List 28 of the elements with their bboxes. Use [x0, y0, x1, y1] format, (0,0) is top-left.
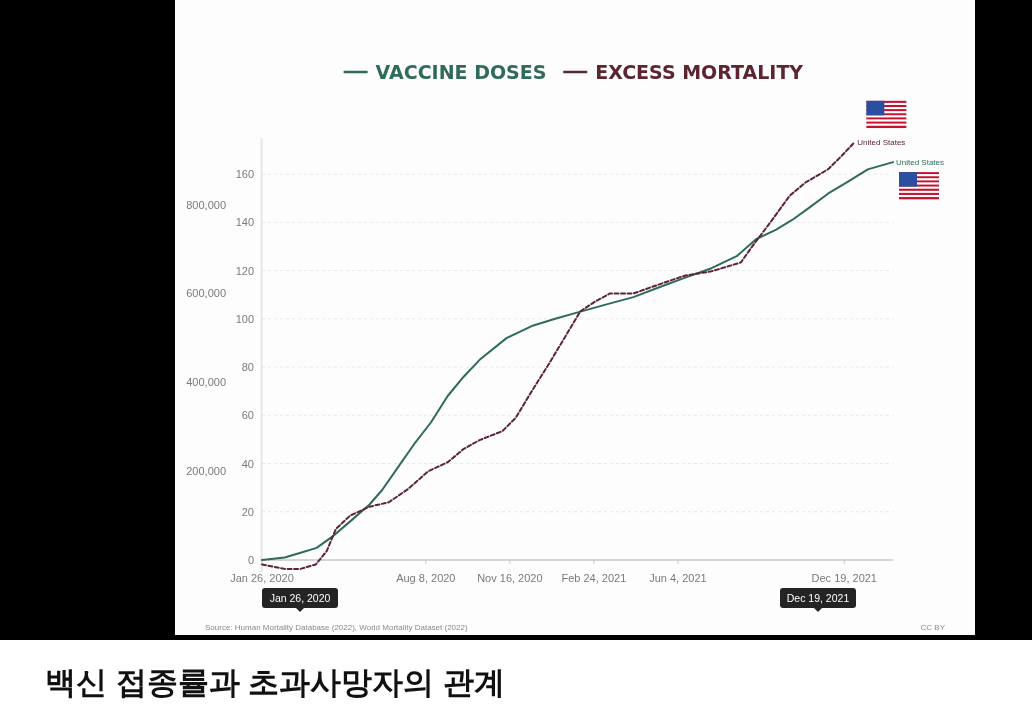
y-tick-label: 0 [247, 553, 254, 566]
text: Jan 26, 2020 [269, 592, 331, 604]
text: 백신 접종률과 초과사망자의 관계 [45, 664, 505, 700]
annotation: United States [857, 138, 906, 148]
y-tick-label: 40 [241, 457, 254, 470]
y-tick-label: 60 [241, 409, 254, 422]
y-tick-label: 100 [235, 312, 254, 325]
x-tick-label: Feb 24, 2021 [561, 571, 627, 584]
text: Dec 19, 2021 [786, 592, 850, 604]
y2-tick-label: 600,000 [186, 287, 226, 300]
x-tick-label: Jun 4, 2021 [649, 571, 707, 584]
y-tick-label: 20 [241, 505, 254, 518]
y2-tick-label: 200,000 [186, 465, 226, 478]
y-tick-label: 80 [241, 361, 254, 374]
source-note: Source: Human Mortality Database (2022), World Mortality Dataset (2022) [205, 622, 468, 632]
x-tick-label: Dec 19, 2021 [811, 571, 877, 584]
legend-label: EXCESS MORTALITY [595, 61, 804, 83]
text: CC BY [920, 622, 946, 632]
y-tick-label: 120 [235, 264, 254, 277]
y2-tick-label: 800,000 [186, 198, 226, 211]
legend-label: VACCINE DOSES [375, 61, 547, 83]
y-tick-label: 160 [235, 168, 254, 181]
y-tick-label: 140 [235, 216, 254, 229]
x-tick-label: Nov 16, 2020 [477, 571, 543, 584]
x-tick-label: Aug 8, 2020 [396, 571, 456, 584]
y2-tick-label: 400,000 [186, 376, 226, 389]
annotation: United States [896, 157, 945, 167]
x-tick-label: Jan 26, 2020 [230, 571, 294, 584]
